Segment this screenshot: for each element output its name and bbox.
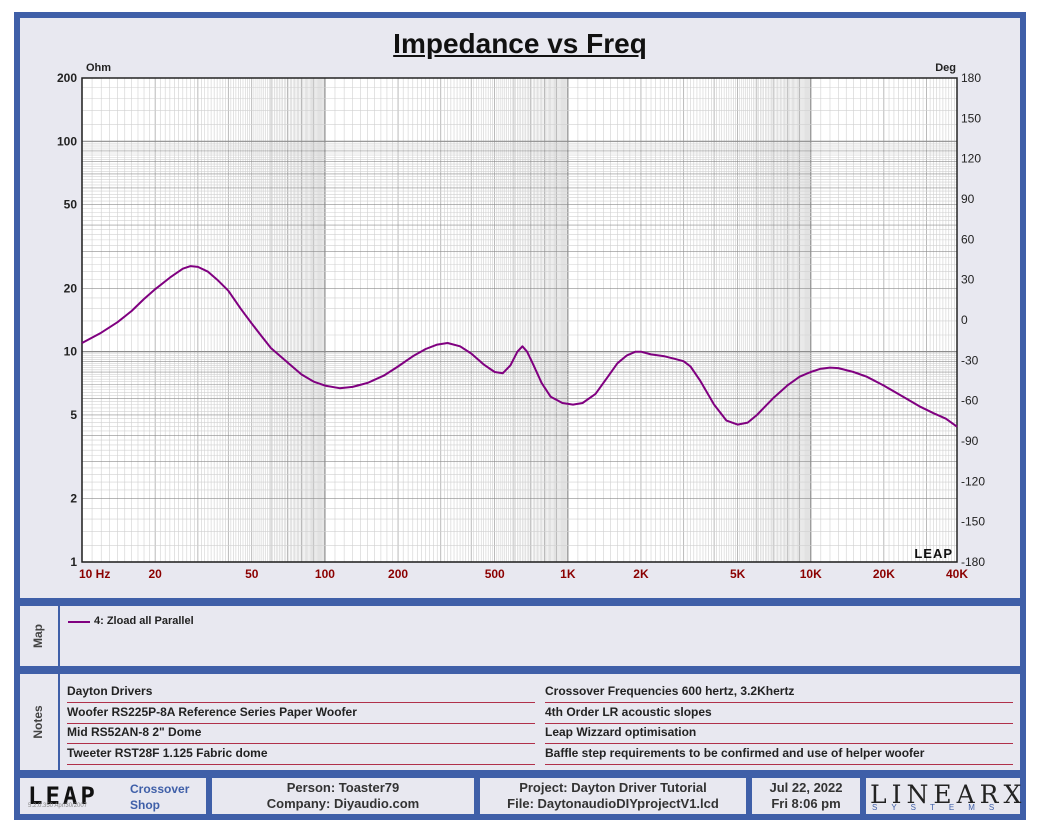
y-right-tick-label: -150 — [961, 515, 985, 529]
y-left-tick-label: 10 — [64, 345, 78, 359]
y-right-tick-label: -120 — [961, 474, 985, 488]
x-tick-label: 500 — [485, 567, 505, 581]
y-right-tick-label: -180 — [961, 555, 985, 569]
systems-text: SYSTEMS — [872, 803, 1009, 812]
product-name: Crossover Shop — [130, 781, 189, 813]
x-tick-label: 100 — [315, 567, 335, 581]
map-side-label: Map — [20, 606, 56, 666]
notes-panel — [20, 674, 1020, 770]
footer-project-box: Project: Dayton Driver Tutorial File: Da… — [480, 778, 746, 814]
y-right-tick-label: 180 — [961, 71, 981, 85]
notes-label: Notes — [31, 705, 45, 739]
y-right-tick-label: -90 — [961, 434, 979, 448]
impedance-chart: Ohm Deg 1 2 5 10 20 50 100 200 180 150 120 90 60 30 0 -30… — [57, 62, 985, 581]
note-left-3: Mid RS52AN-8 2" Dome — [67, 725, 535, 744]
note-left-1: Dayton Drivers — [67, 684, 535, 703]
x-tick-label: 1K — [560, 567, 576, 581]
project-text: Project: Dayton Driver Tutorial — [519, 780, 707, 795]
y-left-tick-label: 200 — [57, 71, 77, 85]
linearx-logo: LINEARX — [870, 780, 1027, 809]
product-line-1: Crossover — [130, 782, 190, 796]
x-tick-label: 20K — [873, 567, 895, 581]
y-left-tick-label: 5 — [70, 408, 77, 422]
x-tick-label: 2K — [633, 567, 649, 581]
time-text: Fri 8:06 pm — [771, 796, 841, 811]
y-left-tick-label: 20 — [64, 281, 78, 295]
y-left-unit: Ohm — [86, 62, 111, 74]
product-line-2: Shop — [130, 798, 160, 812]
y-right-tick-label: 30 — [961, 273, 975, 287]
y-right-tick-label: 120 — [961, 152, 981, 166]
y-left-tick-label: 50 — [64, 198, 78, 212]
person-text: Person: Toaster79 — [286, 780, 400, 795]
y-right-tick-label: 150 — [961, 111, 981, 125]
x-tick-label: 10 Hz — [79, 567, 110, 581]
note-right-3: Leap Wizzard optimisation — [545, 725, 1013, 744]
note-right-1: Crossover Frequencies 600 hertz, 3.2Kher… — [545, 684, 1013, 703]
note-right-4: Baffle step requirements to be confirmed… — [545, 746, 1013, 765]
y-left-tick-label: 1 — [70, 555, 77, 569]
y-right-tick-label: -30 — [961, 353, 979, 367]
x-tick-label: 20 — [148, 567, 162, 581]
notes-side-label: Notes — [20, 674, 56, 770]
chart-title: Impedance vs Freq — [393, 28, 647, 59]
y-left-tick-label: 2 — [70, 492, 77, 506]
x-tick-label: 10K — [800, 567, 822, 581]
map-separator — [58, 606, 60, 666]
footer-brand-box — [866, 778, 1020, 814]
plot-border — [81, 77, 958, 563]
y-right-tick-label: 60 — [961, 232, 975, 246]
company-text: Company: Diyaudio.com — [266, 796, 420, 811]
date-text: Jul 22, 2022 — [769, 780, 843, 795]
note-left-2: Woofer RS225P-8A Reference Series Paper … — [67, 705, 535, 724]
y-left-tick-label: 100 — [57, 134, 77, 148]
x-tick-label: 50 — [245, 567, 259, 581]
x-tick-label: 40K — [946, 567, 968, 581]
plot-area — [82, 78, 957, 562]
footer-person-box: Person: Toaster79 Company: Diyaudio.com — [212, 778, 474, 814]
version-text: 5.2.0.350 Apr/30/2007 — [28, 803, 88, 809]
leap-logo: LEAP — [28, 782, 98, 810]
y-right-tick-label: 90 — [961, 192, 975, 206]
legend-swatch — [68, 621, 90, 623]
y-right-unit: Deg — [935, 62, 956, 74]
x-tick-label: 200 — [388, 567, 408, 581]
notes-separator — [58, 674, 60, 770]
y-right-tick-label: -60 — [961, 394, 979, 408]
x-tick-label: 5K — [730, 567, 746, 581]
map-panel — [20, 606, 1020, 666]
note-right-2: 4th Order LR acoustic slopes — [545, 705, 1013, 724]
y-right-tick-label: 0 — [961, 313, 968, 327]
footer-logo-box — [20, 778, 206, 814]
impedance-series-line — [81, 265, 958, 428]
note-left-4: Tweeter RST28F 1.125 Fabric dome — [67, 746, 535, 765]
map-label: Map — [31, 624, 45, 648]
footer-date-box: Jul 22, 2022 Fri 8:06 pm — [752, 778, 860, 814]
leap-watermark: LEAP — [914, 546, 953, 561]
file-text: File: DaytonaudioDIYprojectV1.lcd — [507, 796, 719, 811]
legend-entry: 4: Zload all Parallel — [94, 615, 194, 627]
